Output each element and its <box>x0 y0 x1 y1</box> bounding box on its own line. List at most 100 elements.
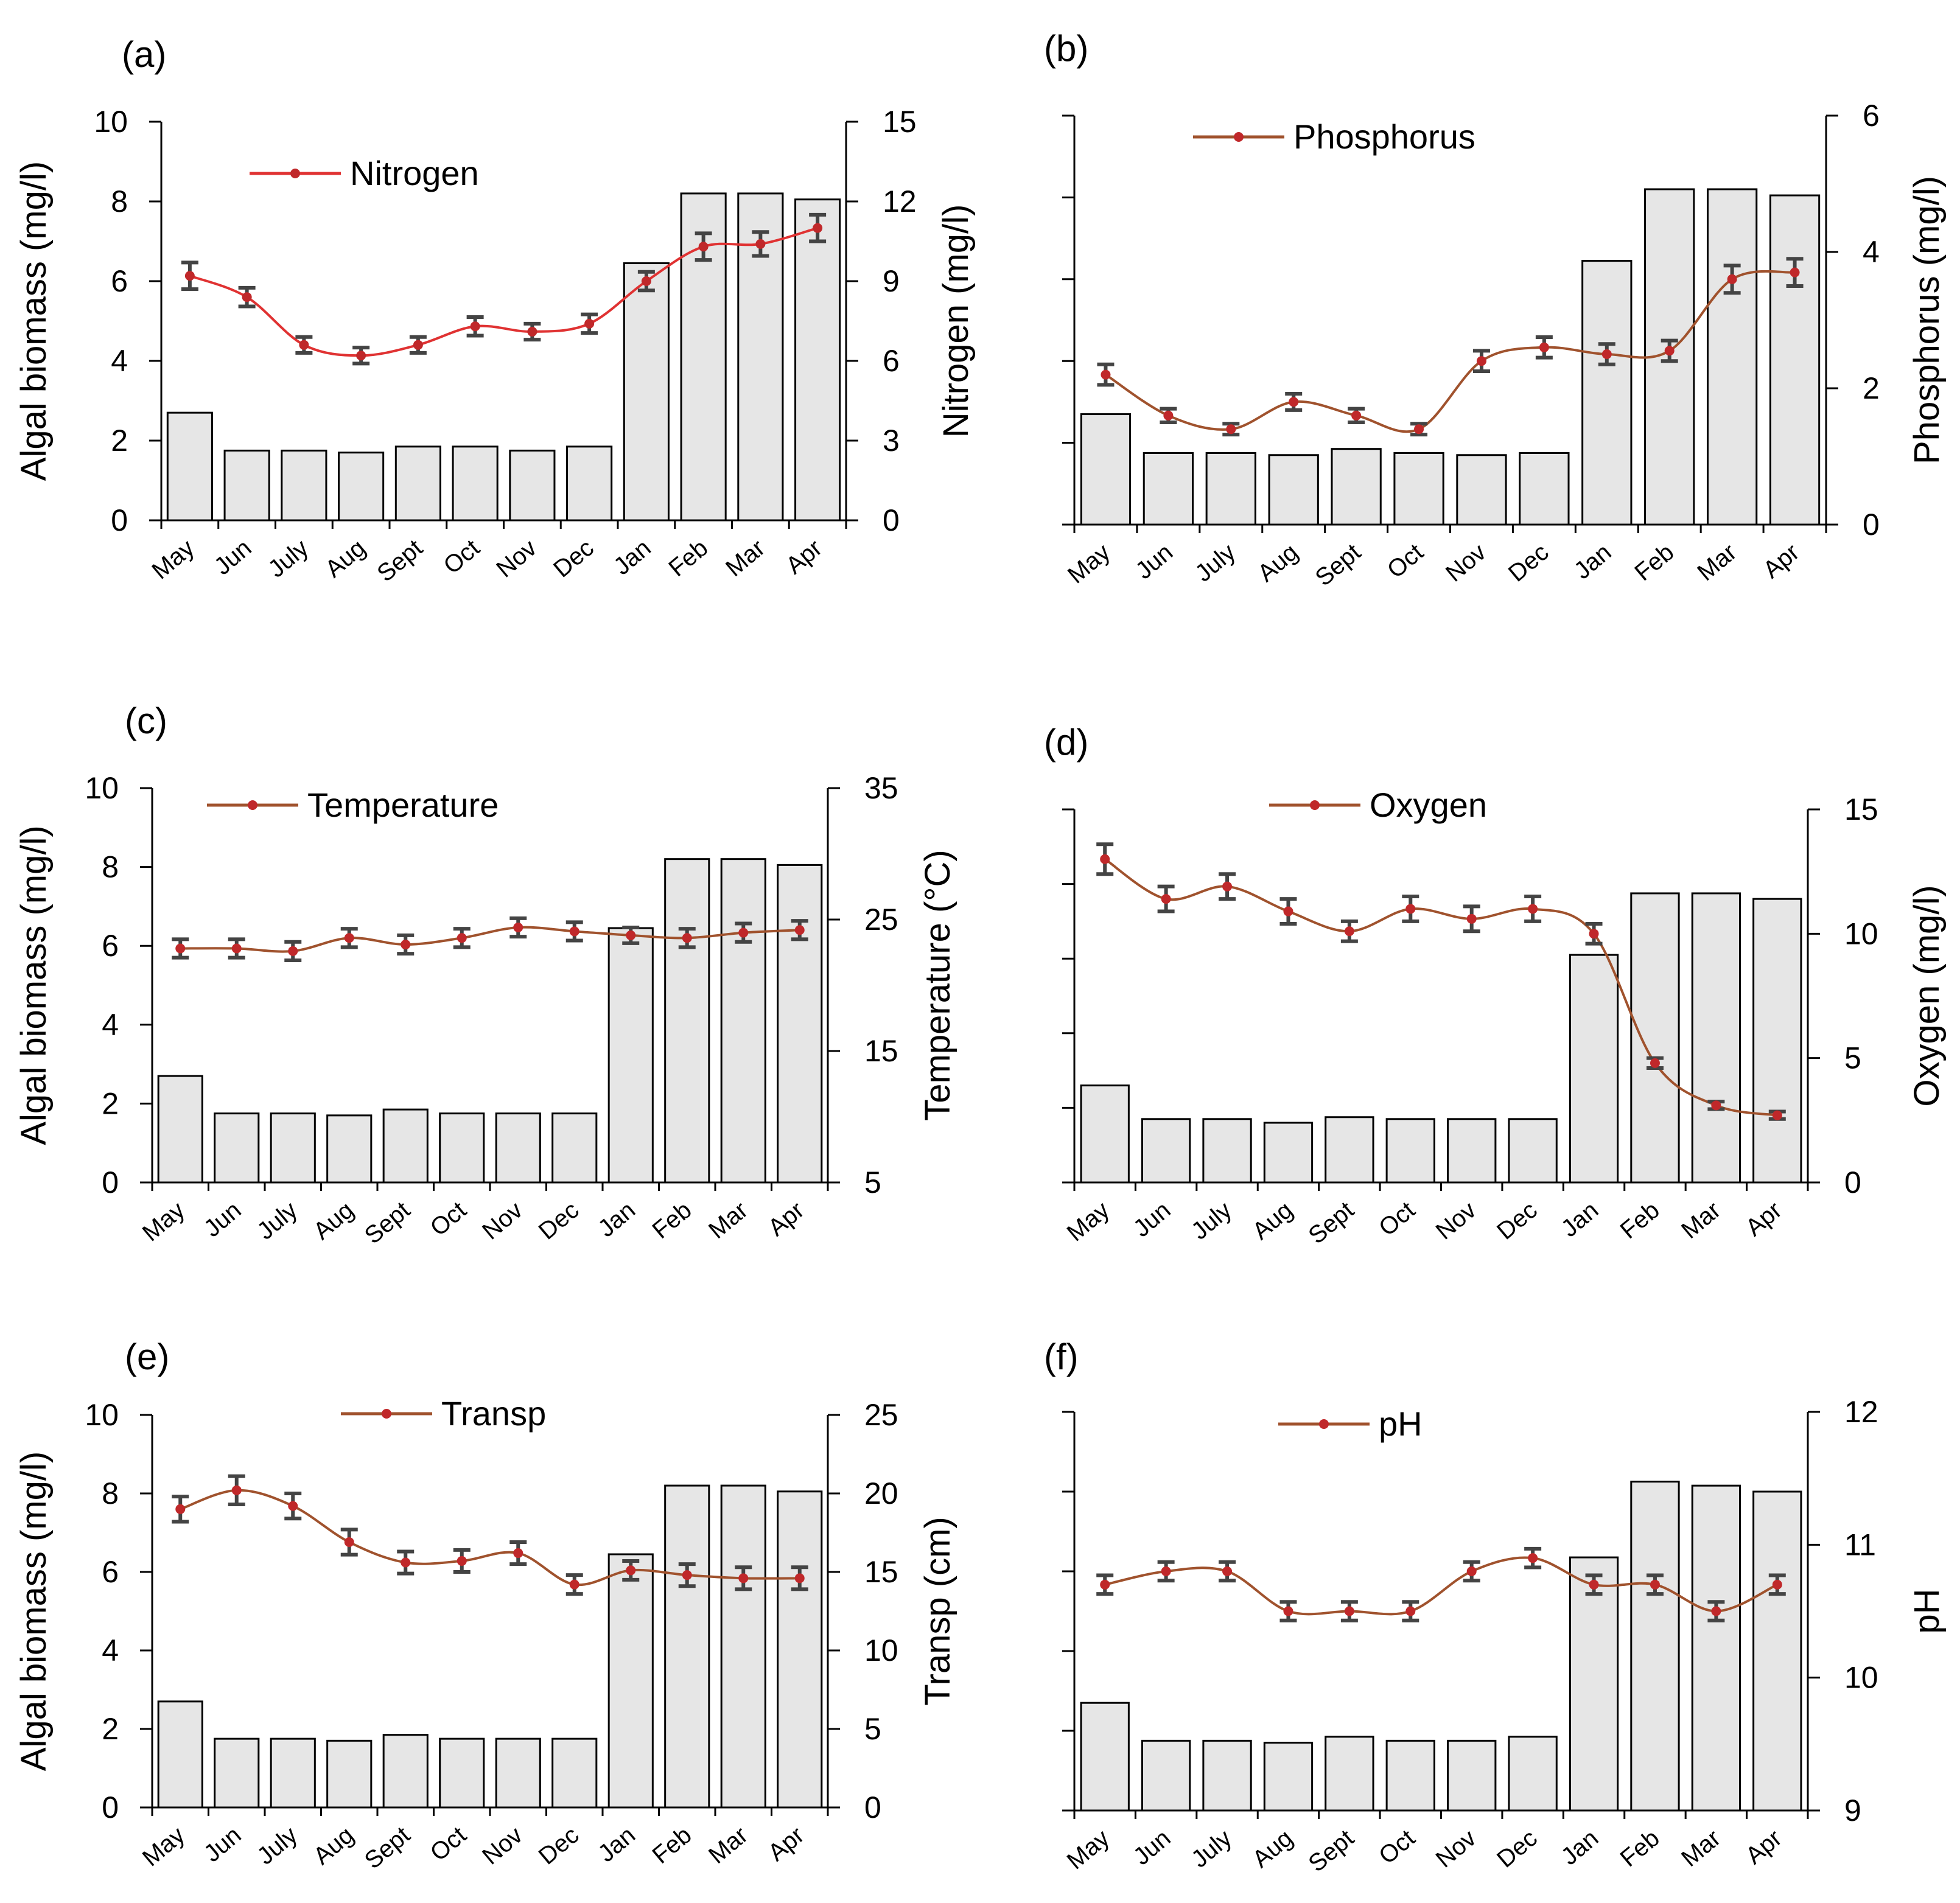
month-label: Sept <box>1303 1824 1359 1877</box>
month-label: Feb <box>663 534 713 582</box>
month-label: July <box>1186 1824 1237 1873</box>
data-point <box>1727 274 1737 284</box>
legend-label: pH <box>1379 1405 1423 1443</box>
right-tick-label: 0 <box>864 1790 881 1824</box>
right-tick-label: 0 <box>1844 1165 1861 1199</box>
right-tick-label: 0 <box>883 503 900 537</box>
bar-may <box>157 1075 203 1184</box>
bar-dec <box>551 1112 598 1184</box>
month-label: Nov <box>491 534 542 582</box>
bar-nov <box>1447 1739 1497 1812</box>
right-tick-label: 9 <box>1844 1793 1861 1828</box>
bar-sept <box>1325 1116 1374 1184</box>
data-point <box>626 1565 636 1576</box>
month-label: Oct <box>1374 1196 1420 1241</box>
bar-jun <box>1141 1118 1191 1184</box>
month-label: Jan <box>1569 539 1617 584</box>
bar-dec <box>1519 452 1570 526</box>
month-label: Aug <box>309 1821 359 1870</box>
bar-apr <box>777 1490 823 1809</box>
data-point <box>1772 1579 1782 1590</box>
right-tick-label: 5 <box>1844 1041 1861 1075</box>
bar-july <box>1202 1739 1252 1812</box>
month-label: Oct <box>1382 539 1429 584</box>
data-point <box>794 925 805 935</box>
data-point <box>401 940 411 950</box>
data-point <box>1100 1579 1110 1590</box>
bar-sept <box>382 1108 429 1184</box>
left-tick-label: 4 <box>102 1008 119 1042</box>
bar-oct <box>1385 1739 1435 1812</box>
legend-marker <box>290 169 300 178</box>
data-point <box>1772 1110 1782 1120</box>
month-label: Feb <box>1629 539 1679 586</box>
right-tick-label: 6 <box>1863 99 1880 133</box>
data-point <box>1405 1606 1416 1616</box>
panel-f: (f) 9 10 11 12 May Jun July Aug Sept Oct Nov Dec Jan F… <box>1044 1336 1947 1877</box>
legend-label: Transp <box>441 1394 546 1433</box>
month-label: July <box>1186 1196 1237 1245</box>
left-axis-title: Algal biomass (mg/l) <box>14 161 54 481</box>
bar-oct <box>439 1112 485 1184</box>
month-label: Feb <box>647 1196 696 1244</box>
bar-jun <box>223 449 270 522</box>
right-axis-title: pH <box>1907 1588 1947 1633</box>
month-label: Sept <box>360 1196 415 1249</box>
data-point <box>1711 1606 1721 1616</box>
right-tick-label: 35 <box>864 771 898 805</box>
month-label: Nov <box>477 1821 528 1870</box>
data-point <box>682 1570 692 1580</box>
right-tick-label: 10 <box>864 1633 898 1667</box>
bar-sept <box>382 1734 429 1809</box>
right-axis-title: Temperature (°C) <box>918 850 957 1120</box>
data-point <box>738 1573 749 1584</box>
month-label: Sept <box>1311 539 1366 592</box>
right-axis-title: Phosphorus (mg/l) <box>1907 176 1947 464</box>
panel-label: (b) <box>1044 28 1088 69</box>
bar-nov <box>1447 1118 1497 1184</box>
left-tick-label: 4 <box>102 1633 119 1667</box>
right-axis-title: Transp (cm) <box>918 1517 957 1705</box>
bar-aug <box>1268 454 1319 526</box>
month-label: Feb <box>1615 1196 1665 1244</box>
panel-a: (a) 0 2 4 6 8 10 0 3 6 9 12 15 May Jun July Aug Sept Oct No… <box>14 34 976 587</box>
data-point <box>1711 1100 1721 1111</box>
right-tick-label: 12 <box>883 184 917 218</box>
month-label: Apr <box>763 1821 810 1866</box>
bar-dec <box>566 445 613 522</box>
month-label: Nov <box>1431 1196 1482 1245</box>
data-point <box>242 292 252 302</box>
bar-may <box>1080 1702 1130 1812</box>
data-point <box>1790 267 1800 278</box>
legend-label: Nitrogen <box>350 154 479 192</box>
data-point <box>513 922 523 932</box>
month-label: Jan <box>593 1821 640 1867</box>
bar-nov <box>1456 454 1507 526</box>
bar-jun <box>1141 1739 1191 1812</box>
data-point <box>231 943 242 954</box>
data-point <box>1466 913 1477 924</box>
month-label: Sept <box>1303 1196 1359 1249</box>
left-tick-label: 6 <box>102 929 119 963</box>
right-tick-label: 4 <box>1863 235 1880 269</box>
right-tick-label: 5 <box>864 1165 881 1199</box>
data-point <box>569 1579 579 1590</box>
legend-marker <box>1319 1419 1329 1429</box>
month-label: Apr <box>1758 539 1804 584</box>
month-label: Feb <box>647 1821 696 1869</box>
month-label: Mar <box>1692 539 1741 586</box>
data-point <box>1528 904 1538 914</box>
month-label: Jan <box>593 1196 640 1242</box>
bar-aug <box>326 1114 373 1184</box>
bar-jan <box>1581 260 1633 526</box>
month-label: Aug <box>1247 1196 1298 1245</box>
bar-nov <box>509 449 556 522</box>
month-label: Dec <box>1492 1824 1542 1873</box>
bar-oct <box>439 1737 485 1809</box>
month-label: Aug <box>309 1196 359 1245</box>
data-point <box>1414 424 1424 435</box>
right-tick-label: 15 <box>864 1555 898 1589</box>
data-point <box>1466 1566 1477 1576</box>
left-tick-label: 4 <box>111 344 128 378</box>
